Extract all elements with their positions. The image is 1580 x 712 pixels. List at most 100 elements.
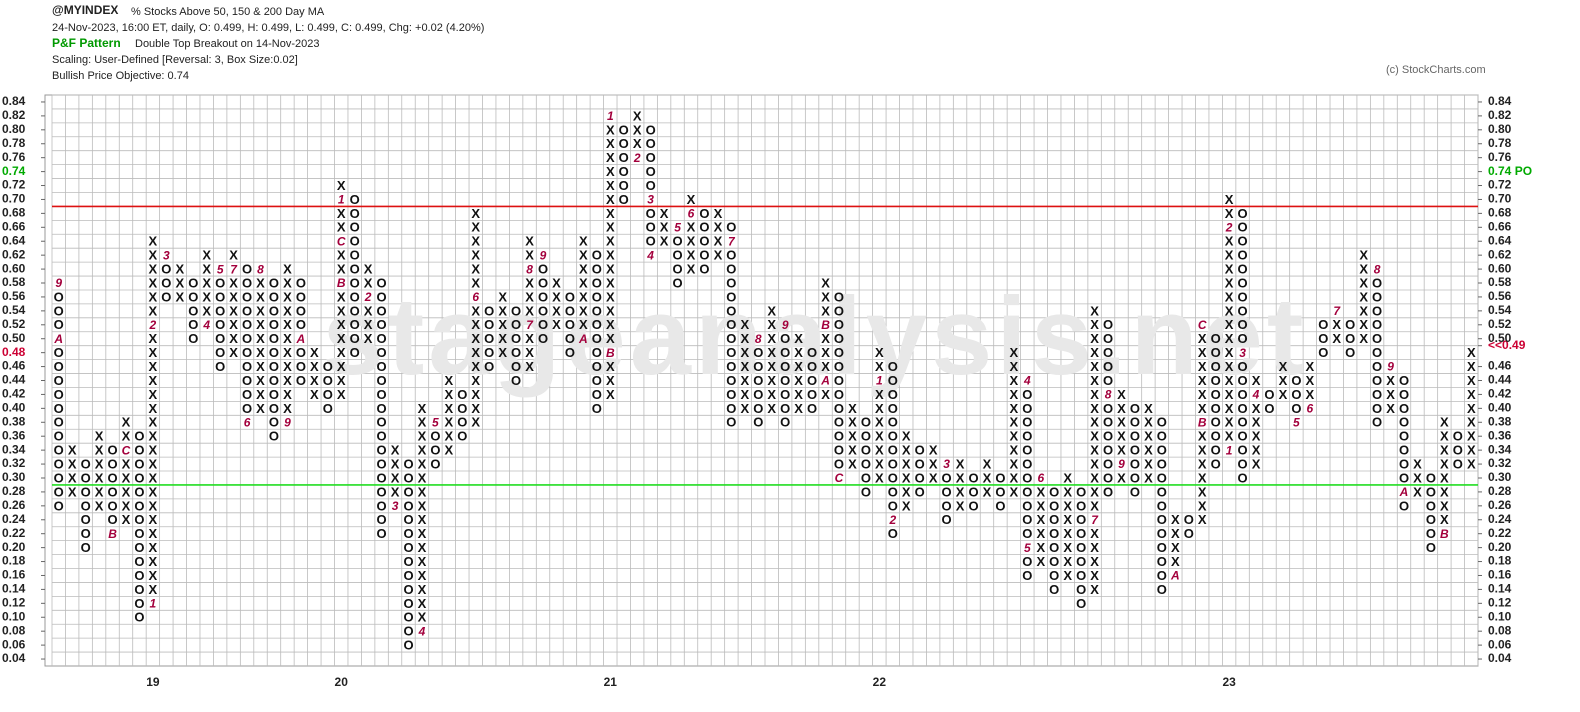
box-glyph: O [1103,484,1113,499]
box-glyph: X [875,359,884,374]
y-tick-label: 0.76 [2,150,26,164]
box-glyph: X [1171,540,1180,555]
box-glyph: X [1467,345,1476,360]
box-glyph: O [457,429,467,444]
box-glyph: O [1372,303,1382,318]
box-glyph: X [1225,303,1234,318]
box-glyph: O [377,331,387,346]
box-glyph: O [1130,470,1140,485]
box-glyph: X [902,443,911,458]
box-glyph: X [875,443,884,458]
box-glyph: X [902,429,911,444]
box-glyph: O [1426,470,1436,485]
y-tick-label: 0.10 [2,609,26,623]
box-glyph: O [780,345,790,360]
box-glyph: X [1225,345,1234,360]
box-glyph: O [377,401,387,416]
box-glyph: O [377,526,387,541]
scaling: Scaling: User-Defined [Reversal: 3, Box … [52,54,298,66]
month-marker: 1 [1226,443,1233,457]
box-glyph: X [256,401,265,416]
box-glyph: O [269,331,279,346]
y2-tick-label: 0.42 [1488,387,1512,401]
box-glyph: O [1130,456,1140,471]
y2-tick-label: 0.60 [1488,261,1512,275]
box-glyph: X [767,345,776,360]
y-tick-label: 0.58 [2,275,26,289]
box-glyph: O [1372,373,1382,388]
box-glyph: O [161,275,171,290]
box-glyph: O [242,303,252,318]
box-glyph: X [418,512,427,527]
box-glyph: O [134,443,144,458]
month-marker: 8 [1105,388,1112,402]
box-glyph: X [606,136,615,151]
box-glyph: O [780,387,790,402]
box-glyph: X [1467,415,1476,430]
box-glyph: O [565,331,575,346]
box-glyph: O [81,512,91,527]
y-tick-label: 0.80 [2,122,26,136]
box-glyph: X [149,234,158,249]
y-tick-label: 0.20 [2,540,26,554]
box-glyph: X [445,429,454,444]
box-glyph: O [1399,443,1409,458]
box-glyph: O [377,345,387,360]
month-marker: 6 [688,207,695,221]
box-glyph: O [1076,540,1086,555]
box-glyph: X [1225,234,1234,249]
box-glyph: O [54,443,64,458]
box-glyph: O [269,359,279,374]
box-glyph: O [457,387,467,402]
month-marker: 2 [1225,220,1233,234]
y-tick-label: 0.30 [2,470,26,484]
box-glyph: O [269,401,279,416]
box-glyph: O [377,289,387,304]
box-glyph: X [1359,317,1368,332]
box-glyph: X [1090,456,1099,471]
box-glyph: O [1103,456,1113,471]
box-glyph: O [242,345,252,360]
box-glyph: O [672,248,682,263]
y2-tick-label: 0.70 [1488,192,1512,206]
box-glyph: X [660,234,669,249]
box-glyph: O [1211,387,1221,402]
box-glyph: X [848,415,857,430]
box-glyph: O [54,373,64,388]
box-glyph: X [1279,373,1288,388]
box-glyph: X [875,345,884,360]
box-glyph: O [134,456,144,471]
box-glyph: O [161,289,171,304]
box-glyph: O [1372,289,1382,304]
y2-tick-label: 0.44 [1488,373,1512,387]
o-column: OOO [430,429,440,472]
box-glyph: X [606,248,615,263]
month-marker: 8 [257,262,264,276]
month-marker: 2 [149,318,157,332]
box-glyph: O [1426,484,1436,499]
box-glyph: X [1332,331,1341,346]
box-glyph: X [149,289,158,304]
y-tick-label: 0.84 [2,94,26,108]
y-tick-label: 0.60 [2,261,26,275]
box-glyph: X [364,262,373,277]
month-marker: 9 [55,276,62,290]
y2-tick-label: 0.82 [1488,108,1512,122]
y2-tick-label: 0.14 [1488,582,1512,596]
box-glyph: X [714,248,723,263]
box-glyph: X [1440,415,1449,430]
o-column: OOO [1291,373,1301,416]
box-glyph: X [552,289,561,304]
box-glyph: O [1022,456,1032,471]
box-glyph: X [1225,373,1234,388]
box-glyph: O [1130,429,1140,444]
box-glyph: O [538,289,548,304]
